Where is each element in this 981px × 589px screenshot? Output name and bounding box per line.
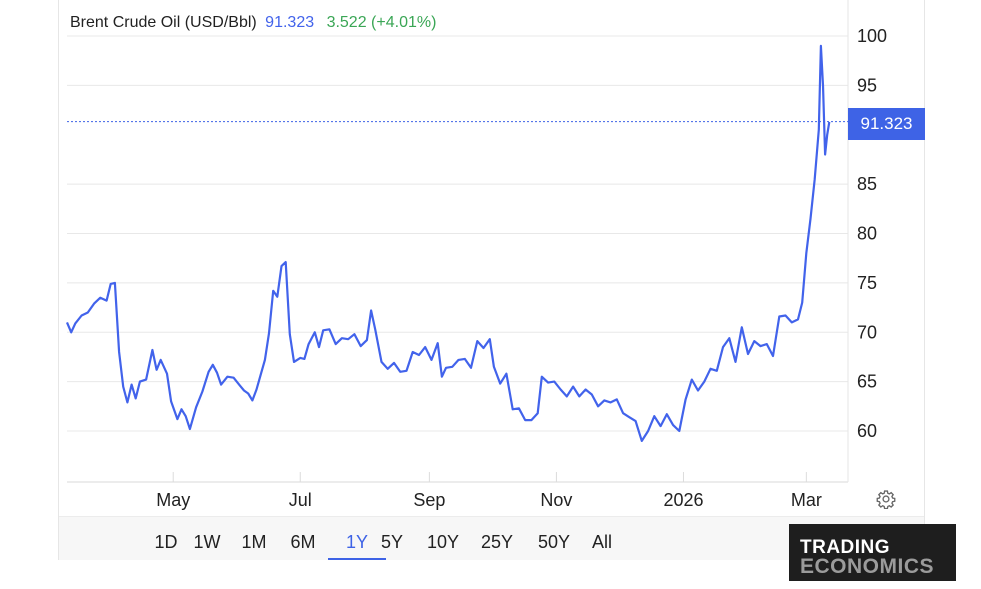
x-tick-label: Nov [540, 490, 572, 510]
range-button-1w[interactable]: 1W [193, 532, 221, 552]
logo-line-1: TRADING [800, 537, 891, 558]
y-tick-label: 70 [857, 322, 877, 342]
range-button-50y[interactable]: 50Y [537, 532, 571, 552]
range-selector: 1D 1W 1M 6M 1Y 5Y 10Y 25Y 50Y All [59, 516, 924, 560]
y-tick-label: 80 [857, 224, 877, 244]
range-button-5y[interactable]: 5Y [380, 532, 404, 552]
y-tick-label: 65 [857, 372, 877, 392]
gear-icon[interactable] [876, 489, 896, 509]
y-tick-label: 75 [857, 273, 877, 293]
logo-line-2: ECONOMICS [800, 555, 935, 578]
range-button-6m[interactable]: 6M [290, 532, 316, 552]
y-tick-label: 95 [857, 75, 877, 95]
trading-economics-logo: TRADING ECONOMICS [789, 524, 956, 581]
grid-lines [67, 0, 849, 483]
x-tick-label: May [156, 490, 190, 510]
y-tick-label: 60 [857, 421, 877, 441]
x-tick-label: Mar [791, 490, 822, 510]
range-button-25y[interactable]: 25Y [480, 532, 514, 552]
chart-legend: Brent Crude Oil (USD/Bbl) 91.323 3.522 (… [70, 14, 436, 32]
range-button-1y[interactable]: 1Y [328, 517, 386, 560]
last-price-tag: 91.323 [848, 108, 925, 140]
range-button-all[interactable]: All [591, 532, 612, 552]
instrument-name: Brent Crude Oil (USD/Bbl) [70, 14, 257, 31]
range-button-1d[interactable]: 1D [154, 532, 178, 552]
y-tick-label: 85 [857, 174, 877, 194]
range-button-1m[interactable]: 1M [241, 532, 267, 552]
x-tick-label: 2026 [663, 490, 703, 510]
price-change: 3.522 (+4.01%) [326, 14, 437, 31]
y-axis: 60 65 70 75 80 85 95 100 [857, 26, 887, 441]
x-axis: May Jul Sep Nov 2026 Mar [156, 490, 822, 510]
x-tick-label: Jul [289, 490, 312, 510]
range-button-10y[interactable]: 10Y [426, 532, 460, 552]
series-line-brent [65, 44, 831, 442]
y-tick-label: 100 [857, 26, 887, 46]
x-tick-label: Sep [413, 490, 445, 510]
last-price: 91.323 [265, 14, 315, 31]
